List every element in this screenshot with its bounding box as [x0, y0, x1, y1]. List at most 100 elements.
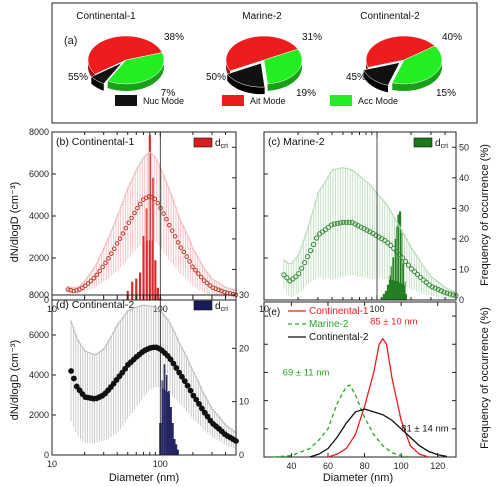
histogram-bar	[171, 423, 174, 455]
y-axis-label: dN/dlogD (cm⁻³)	[9, 340, 21, 420]
y-tick-label: 2000	[29, 410, 49, 420]
pie-slice-side	[267, 49, 303, 91]
legend-swatch	[115, 95, 137, 106]
series-line	[327, 337, 429, 458]
pie-title: Continental-1	[76, 11, 136, 22]
pie-title: Marine-2	[242, 11, 282, 22]
histogram-bar	[403, 281, 406, 300]
mean-marker	[450, 292, 456, 298]
y2-tick-label: 30	[239, 290, 249, 300]
mean-marker	[444, 290, 450, 296]
histogram-bar	[163, 364, 166, 455]
legend-label: dcri	[435, 138, 448, 150]
y2-tick-label: 10	[459, 264, 469, 274]
mean-marker	[408, 266, 415, 272]
panel-title: (c) Marine-2	[268, 136, 325, 148]
y2-axis-label: Frequency of occurrence (%)	[479, 307, 491, 449]
y2-tick-label: 0	[239, 450, 244, 460]
mean-marker	[222, 289, 227, 295]
mean-marker	[76, 387, 83, 394]
histogram-bar	[165, 375, 168, 455]
pie-slice-side	[91, 76, 104, 91]
y-tick-label: 6000	[29, 169, 49, 179]
pie-slice	[363, 62, 401, 86]
mean-marker	[68, 368, 74, 374]
mean-marker	[178, 245, 184, 250]
pie-slice-label: 31%	[302, 32, 322, 43]
pie-slice-label: 15%	[436, 88, 456, 99]
mean-marker	[135, 205, 140, 211]
pie-slice	[87, 35, 163, 75]
histogram-bar	[173, 439, 176, 455]
upper-envelope	[67, 151, 237, 292]
mean-marker	[100, 264, 105, 270]
y2-tick-label: 20	[239, 343, 249, 353]
mean-marker	[123, 225, 129, 231]
pie-slice-label: 40%	[442, 32, 462, 43]
upper-envelope	[70, 304, 237, 434]
mean-marker	[82, 283, 88, 289]
x-tick-label: 120	[430, 461, 445, 471]
pie-slice	[225, 35, 299, 72]
mean-marker	[119, 369, 126, 376]
mean-marker	[299, 265, 305, 271]
mean-marker	[179, 373, 185, 380]
histogram-bar	[151, 177, 154, 300]
histogram-bar	[131, 281, 134, 300]
y-tick-label: 4000	[29, 211, 49, 221]
mean-marker	[184, 382, 191, 389]
mean-marker	[308, 248, 314, 254]
mean-marker	[187, 387, 194, 394]
pie-slice-side	[363, 69, 389, 93]
mean-marker	[423, 279, 429, 286]
mean-marker	[97, 268, 103, 274]
upper-envelope	[283, 167, 457, 294]
mean-marker	[120, 231, 126, 236]
histogram-bar	[142, 235, 145, 300]
mean-marker	[435, 286, 441, 292]
mean-marker	[207, 283, 213, 288]
mean-marker	[175, 240, 181, 245]
mean-marker	[328, 222, 334, 228]
x-tick-label: 100	[394, 461, 409, 471]
histogram-bar	[394, 238, 397, 300]
legend-swatch	[222, 95, 244, 106]
mean-marker	[399, 255, 406, 261]
mean-marker	[432, 285, 438, 291]
pie-panel-tag: (a)	[64, 35, 77, 47]
legend-label: dcri	[215, 138, 228, 150]
panel-title: (b) Continental-1	[56, 136, 134, 148]
histogram-bar	[404, 293, 407, 300]
mean-marker	[334, 220, 340, 227]
mean-marker	[71, 375, 77, 382]
mean-marker	[65, 287, 71, 292]
series-line	[309, 408, 447, 458]
histogram-bar	[167, 391, 170, 455]
legend-swatch	[330, 95, 352, 106]
y-tick-label: 2000	[29, 253, 49, 263]
histogram-bar	[398, 211, 402, 300]
mean-marker	[181, 378, 188, 384]
mean-marker	[173, 365, 180, 371]
histogram-bar	[145, 208, 148, 300]
x-tick-label: 10	[47, 459, 57, 469]
y2-tick-label: 30	[459, 203, 469, 213]
mean-marker	[181, 249, 187, 255]
legend-swatch	[193, 137, 213, 148]
mean-marker	[201, 409, 208, 416]
histogram-bar	[154, 260, 157, 300]
mean-marker	[152, 196, 158, 202]
mean-marker	[313, 235, 320, 241]
annotation: 85 ± 10 nm	[370, 317, 418, 328]
mean-marker	[414, 271, 421, 277]
histogram-bar	[390, 266, 393, 300]
legend-swatch	[413, 137, 433, 148]
histogram-bar	[384, 290, 388, 300]
legend-label: Ait Mode	[250, 96, 286, 106]
histogram-bar	[175, 444, 178, 455]
pie-slice	[391, 45, 443, 85]
pie-panel-frame	[51, 2, 478, 124]
pie-slice-label: 55%	[68, 72, 88, 83]
mean-marker	[116, 373, 123, 380]
